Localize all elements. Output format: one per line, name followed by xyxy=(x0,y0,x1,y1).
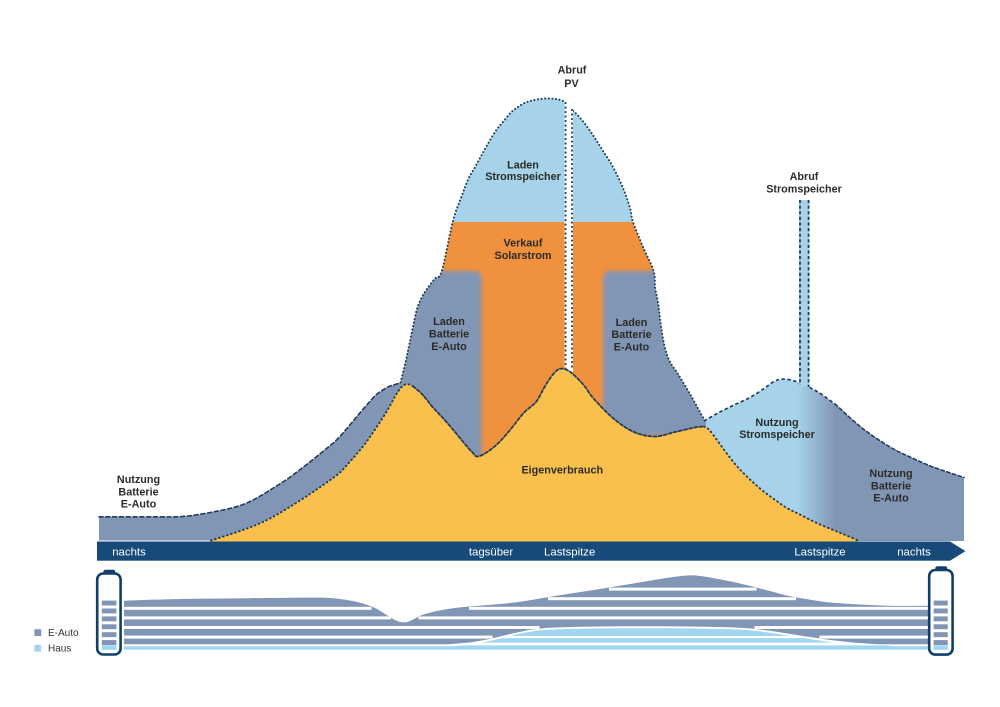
svg-text:tagsüber: tagsüber xyxy=(469,546,514,558)
svg-text:Verkauf: Verkauf xyxy=(503,237,542,249)
svg-text:Solarstrom: Solarstrom xyxy=(495,250,552,262)
svg-text:Laden: Laden xyxy=(433,316,465,328)
svg-text:Nutzung: Nutzung xyxy=(869,468,912,480)
svg-text:Haus: Haus xyxy=(48,643,71,654)
svg-text:Lastspitze: Lastspitze xyxy=(544,546,595,558)
svg-text:E-Auto: E-Auto xyxy=(873,493,909,505)
svg-text:Abruf: Abruf xyxy=(558,65,587,77)
svg-text:Batterie: Batterie xyxy=(871,481,911,493)
svg-text:Laden: Laden xyxy=(616,317,648,329)
svg-text:Batterie: Batterie xyxy=(611,329,651,341)
svg-text:Nutzung: Nutzung xyxy=(117,474,160,486)
svg-text:E-Auto: E-Auto xyxy=(614,342,650,354)
svg-text:E-Auto: E-Auto xyxy=(121,499,157,511)
svg-text:Stromspeicher: Stromspeicher xyxy=(739,429,815,441)
svg-text:Stromspeicher: Stromspeicher xyxy=(766,183,842,195)
svg-text:E-Auto: E-Auto xyxy=(48,628,79,639)
svg-text:Laden: Laden xyxy=(507,160,539,172)
svg-text:nachts: nachts xyxy=(897,547,931,559)
svg-text:Abruf: Abruf xyxy=(790,171,819,183)
svg-text:Batterie: Batterie xyxy=(118,486,158,498)
svg-text:Batterie: Batterie xyxy=(429,329,469,341)
svg-text:E-Auto: E-Auto xyxy=(431,341,467,353)
svg-text:Lastspitze: Lastspitze xyxy=(794,547,845,559)
svg-text:PV: PV xyxy=(564,78,579,90)
svg-text:Stromspeicher: Stromspeicher xyxy=(485,171,561,183)
svg-text:Nutzung: Nutzung xyxy=(755,417,798,429)
svg-text:nachts: nachts xyxy=(112,547,146,559)
svg-text:Eigenverbrauch: Eigenverbrauch xyxy=(521,464,603,476)
